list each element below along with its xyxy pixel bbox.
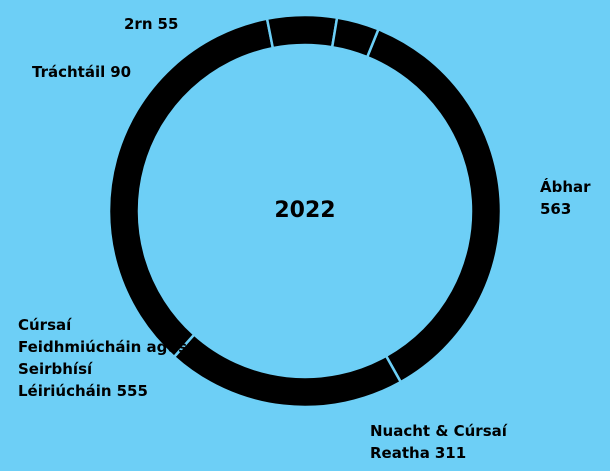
- category-name: Tráchtáil: [32, 63, 106, 81]
- donut-segment: [330, 16, 381, 59]
- category-name: Ábhar: [540, 178, 591, 196]
- slice-label: Nuacht & Cúrsaí Reatha 311: [370, 420, 540, 464]
- slice-label: Tráchtáil 90: [32, 61, 172, 83]
- chart-title: 2022: [274, 198, 336, 223]
- donut-segment: [172, 332, 403, 409]
- category-name: Nuacht & Cúrsaí Reatha: [370, 422, 507, 462]
- value-label: 55: [157, 15, 179, 33]
- slice-label: 2rn 55: [124, 13, 214, 35]
- value-label: 563: [540, 200, 572, 218]
- category-name: 2rn: [124, 15, 153, 33]
- value-label: 90: [110, 63, 132, 81]
- value-label: 555: [116, 382, 148, 400]
- donut-segment: [365, 27, 503, 384]
- donut-segment: [265, 13, 339, 50]
- slice-label: Cúrsaí Feidhmiúcháin agus Seirbhísí Léir…: [18, 314, 193, 402]
- slice-label: Ábhar 563: [540, 176, 610, 220]
- value-label: 311: [434, 444, 467, 462]
- category-name: Cúrsaí Feidhmiúcháin agus Seirbhísí Léir…: [18, 316, 188, 400]
